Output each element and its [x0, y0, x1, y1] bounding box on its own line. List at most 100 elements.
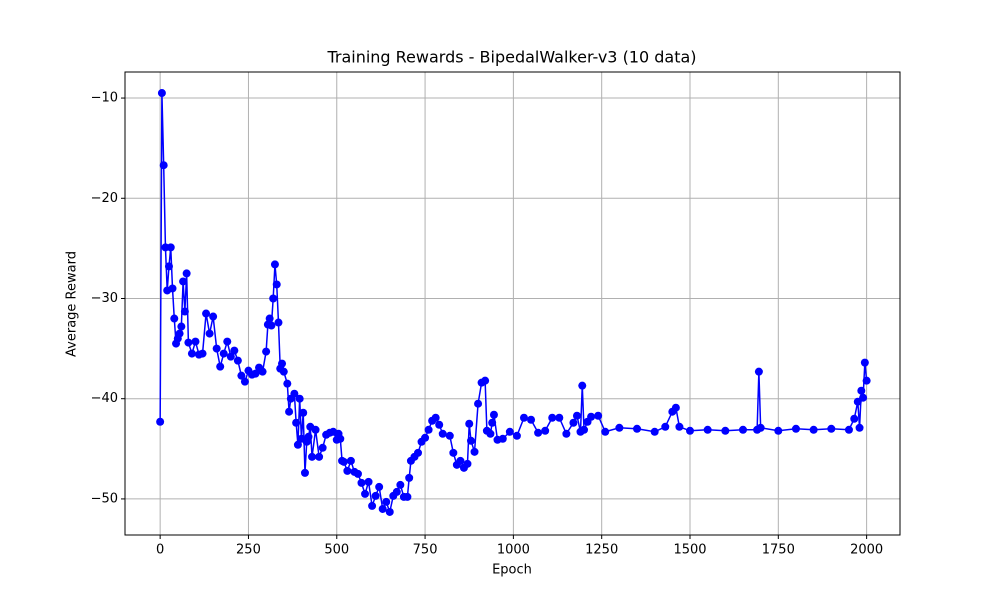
- data-point: [283, 379, 292, 388]
- data-point: [481, 376, 490, 385]
- data-point: [855, 423, 864, 432]
- data-point: [219, 349, 228, 358]
- data-point: [375, 482, 384, 491]
- data-point: [754, 367, 763, 376]
- data-point: [251, 369, 260, 378]
- data-point: [212, 344, 221, 353]
- data-point: [285, 407, 294, 416]
- data-point: [270, 260, 279, 269]
- data-point: [292, 418, 301, 427]
- data-point: [519, 413, 528, 422]
- data-point: [346, 456, 355, 465]
- data-point: [164, 262, 173, 271]
- y-tick-label: −10: [91, 91, 118, 106]
- x-tick-label: 250: [236, 543, 261, 558]
- data-point: [159, 161, 168, 170]
- data-point: [555, 413, 564, 422]
- data-point: [534, 428, 543, 437]
- y-tick-label: −50: [91, 491, 118, 506]
- data-point: [191, 337, 200, 346]
- data-point: [290, 389, 299, 398]
- data-point: [315, 452, 324, 461]
- data-point: [382, 497, 391, 506]
- data-point: [859, 393, 868, 402]
- data-point: [318, 443, 327, 452]
- data-point: [198, 349, 207, 358]
- data-point: [177, 322, 186, 331]
- data-point: [633, 424, 642, 433]
- data-point: [456, 456, 465, 465]
- x-tick-label: 2000: [850, 543, 883, 558]
- data-point: [170, 314, 179, 323]
- data-point: [240, 377, 249, 386]
- data-point: [179, 277, 188, 286]
- data-point: [470, 447, 479, 456]
- data-point: [424, 425, 433, 434]
- data-point: [703, 425, 712, 434]
- data-point: [187, 349, 196, 358]
- data-point: [512, 431, 521, 440]
- data-point: [265, 314, 274, 323]
- data-point: [392, 487, 401, 496]
- data-point: [738, 425, 747, 434]
- data-point: [216, 362, 225, 371]
- x-tick-label: 1250: [585, 543, 618, 558]
- y-tick-label: −40: [91, 391, 118, 406]
- data-point: [414, 448, 423, 457]
- data-point: [505, 427, 514, 436]
- data-point: [756, 423, 765, 432]
- data-point: [205, 329, 214, 338]
- data-point: [202, 309, 211, 318]
- data-point: [180, 307, 189, 316]
- data-point: [580, 425, 589, 434]
- data-point: [857, 386, 866, 395]
- data-point: [721, 426, 730, 435]
- data-point: [844, 425, 853, 434]
- data-point: [548, 413, 557, 422]
- data-point: [578, 381, 587, 390]
- data-point: [353, 469, 362, 478]
- data-point: [486, 429, 495, 438]
- data-point: [615, 423, 624, 432]
- data-point: [445, 431, 454, 440]
- data-point: [405, 473, 414, 482]
- x-tick-label: 500: [324, 543, 349, 558]
- data-point: [278, 359, 287, 368]
- data-point: [156, 417, 165, 426]
- data-point: [686, 426, 695, 435]
- data-point: [403, 492, 412, 501]
- data-point: [343, 466, 352, 475]
- data-point: [357, 478, 366, 487]
- data-point: [862, 376, 871, 385]
- data-point: [308, 452, 317, 461]
- data-point: [650, 427, 659, 436]
- data-point: [361, 489, 370, 498]
- y-tick-label: −30: [91, 291, 118, 306]
- data-point: [168, 284, 177, 293]
- data-point: [262, 347, 271, 356]
- data-point: [269, 294, 278, 303]
- data-point: [572, 411, 581, 420]
- data-point: [527, 415, 536, 424]
- data-point: [258, 367, 267, 376]
- data-point: [474, 399, 483, 408]
- data-point: [311, 425, 320, 434]
- data-point: [226, 352, 235, 361]
- x-tick-label: 1000: [497, 543, 530, 558]
- x-tick-label: 0: [156, 543, 164, 558]
- data-point: [293, 440, 302, 449]
- data-point: [489, 410, 498, 419]
- plot-frame: [124, 71, 901, 536]
- data-point: [827, 424, 836, 433]
- data-point: [166, 243, 175, 252]
- data-point: [774, 426, 783, 435]
- x-tick-label: 1750: [762, 543, 795, 558]
- data-point: [223, 337, 232, 346]
- data-point: [850, 414, 859, 423]
- x-tick-label: 1500: [673, 543, 706, 558]
- chart-title: Training Rewards - BipedalWalker-v3 (10 …: [326, 48, 696, 67]
- data-point: [562, 429, 571, 438]
- data-point: [175, 329, 184, 338]
- data-point: [466, 436, 475, 445]
